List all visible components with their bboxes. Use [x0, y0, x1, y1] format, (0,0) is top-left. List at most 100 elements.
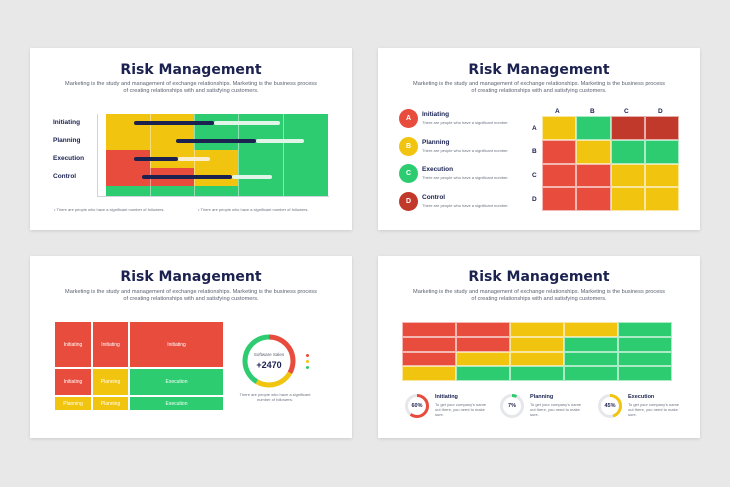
block-label: Initiating	[101, 342, 120, 348]
risk-matrix	[542, 116, 679, 211]
slide-title: Risk Management	[120, 269, 262, 285]
block-initiating	[129, 321, 224, 368]
footnote-left: • There are people who have a significan…	[54, 207, 165, 212]
heat-cell	[456, 366, 510, 381]
matrix-cell	[542, 187, 577, 211]
block-planning	[92, 396, 129, 411]
block-execution	[129, 396, 224, 411]
letter-badge-c: C	[399, 164, 418, 183]
slide-subtitle: Marketing is the study and management of…	[413, 289, 665, 302]
slide-title: Risk Management	[468, 62, 610, 78]
gantt-bar	[178, 157, 210, 161]
matrix-cell	[644, 187, 679, 211]
heat-cell	[456, 322, 510, 337]
slide-gantt[interactable]: Risk Management Marketing is the study a…	[30, 48, 352, 230]
block-label: Initiating	[167, 342, 186, 348]
item-label: Planning	[422, 139, 450, 146]
block-initiating	[54, 368, 92, 396]
grid-line	[150, 114, 151, 196]
progress-ring-planning	[500, 394, 524, 418]
matrix-cell	[576, 187, 611, 211]
block-label: Execution	[165, 379, 188, 385]
heat-cell	[564, 336, 618, 352]
donut-label: Software Sales	[253, 352, 285, 357]
matrix-cell	[542, 163, 577, 188]
slide-subtitle: Marketing is the study and management of…	[65, 289, 317, 302]
item-desc: There are people who have a significant …	[422, 148, 509, 153]
gantt-bar	[232, 175, 272, 179]
letter-badge-a: A	[399, 109, 418, 128]
heat-cell	[510, 336, 564, 352]
block-planning	[92, 368, 129, 396]
matrix-cell	[610, 163, 645, 188]
row-header: D	[532, 196, 537, 203]
item-label: Execution	[422, 166, 454, 173]
donut-chart	[242, 334, 296, 388]
item-label: Initiating	[422, 111, 450, 118]
col-header: D	[658, 108, 663, 115]
stat-desc: To get your company's name out there, yo…	[628, 402, 680, 417]
footnote-text: There are people who have a significant …	[200, 207, 309, 212]
cell	[238, 168, 328, 186]
matrix-cell	[610, 116, 645, 140]
grid-line	[283, 114, 284, 196]
block-label: Planning	[100, 379, 121, 385]
item-desc: There are people who have a significant …	[422, 175, 509, 180]
block-label: Planning	[100, 401, 121, 407]
block-label: Planning	[63, 401, 83, 407]
cell	[106, 132, 194, 150]
heat-cell	[510, 351, 564, 367]
cell	[238, 150, 328, 168]
gantt-bar	[142, 175, 232, 179]
progress-value: 7%	[508, 403, 516, 409]
matrix-cell	[644, 139, 679, 164]
slide-blocks-donut[interactable]: Risk Management Marketing is the study a…	[30, 256, 352, 438]
progress-ring-execution	[598, 394, 622, 418]
matrix-cell	[542, 139, 577, 164]
progress-value: 45%	[604, 403, 616, 409]
row-header: A	[532, 125, 537, 132]
slide-matrix[interactable]: Risk Management Marketing is the study a…	[378, 48, 700, 230]
y-axis	[97, 114, 98, 197]
stat-desc: To get your company's name out there, yo…	[435, 402, 487, 417]
row-label-planning: Planning	[53, 137, 81, 144]
block-label: Execution	[165, 401, 188, 407]
legend-dot-green	[306, 366, 309, 369]
block-initiating	[54, 321, 92, 368]
item-label: Control	[422, 194, 446, 201]
stat-label: Initiating	[435, 394, 458, 400]
legend-dot-yellow	[306, 360, 309, 363]
gantt-bar	[134, 157, 178, 161]
slide-title: Risk Management	[120, 62, 262, 78]
gantt-bar	[214, 121, 280, 125]
heat-grid	[402, 322, 672, 381]
progress-value: 60%	[411, 403, 423, 409]
matrix-cell	[644, 116, 679, 140]
row-label-initiating: Initiating	[53, 119, 81, 126]
col-header: A	[555, 108, 560, 115]
heat-cell	[618, 351, 672, 367]
row-label-execution: Execution	[53, 155, 85, 162]
item-desc: There are people who have a significant …	[422, 203, 509, 208]
matrix-cell	[610, 187, 645, 211]
col-header: C	[624, 108, 629, 115]
row-header: B	[532, 148, 537, 155]
col-header: B	[590, 108, 595, 115]
slide-progress[interactable]: Risk Management Marketing is the study a…	[378, 256, 700, 438]
stat-label: Planning	[530, 394, 554, 400]
cell	[106, 186, 328, 196]
heat-cell	[510, 322, 564, 337]
block-initiating	[92, 321, 129, 368]
block-label: Initiating	[63, 379, 83, 385]
cell	[106, 150, 150, 168]
matrix-cell	[644, 163, 679, 188]
matrix-cell	[576, 139, 611, 164]
footnote-text: There are people who have a significant …	[56, 207, 165, 212]
row-label-control: Control	[53, 173, 77, 180]
heat-cell	[564, 351, 618, 367]
item-desc: There are people who have a significant …	[422, 120, 509, 125]
block-label: Initiating	[63, 342, 83, 348]
heat-cell	[618, 366, 672, 381]
block-planning	[54, 396, 92, 411]
heat-cell	[564, 366, 618, 381]
